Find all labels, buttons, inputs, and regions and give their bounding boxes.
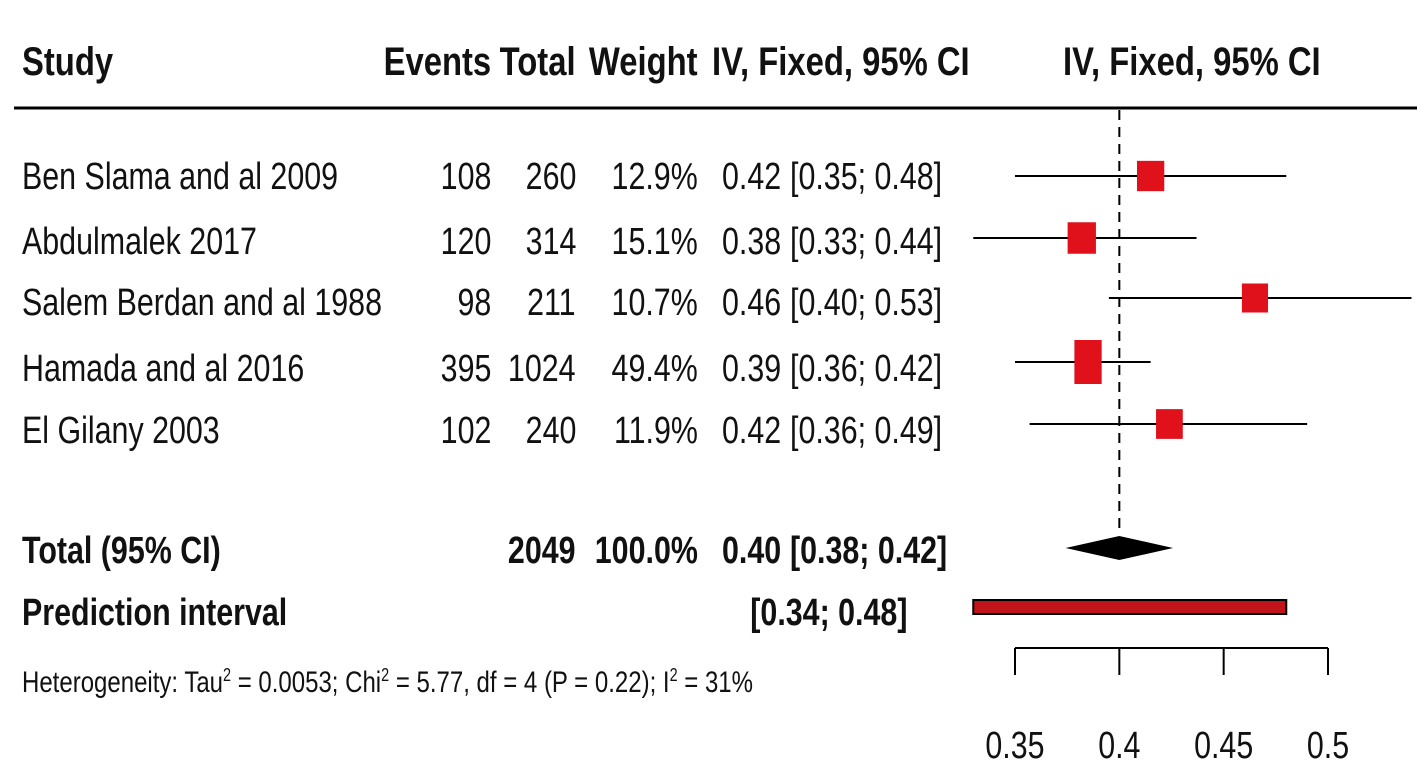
effect-box	[1074, 340, 1102, 384]
prediction-bar	[972, 599, 1288, 615]
study-events: 102	[440, 410, 491, 452]
header-study: Study	[22, 40, 114, 84]
summary-total: 2049	[508, 530, 576, 572]
summary-label: Total (95% CI)	[22, 530, 221, 572]
header-events: Events	[383, 40, 491, 84]
study-name: El Gilany 2003	[22, 410, 220, 452]
het-sup-tau: 2	[223, 665, 232, 685]
study-events: 108	[440, 156, 491, 198]
summary-ci: [0.38; 0.42]	[790, 530, 948, 572]
heterogeneity-text: Heterogeneity: Tau2 = 0.0053; Chi2 = 5.7…	[22, 666, 753, 698]
study-name: Salem Berdan and al 1988	[22, 282, 382, 324]
summary-diamond	[1065, 536, 1174, 560]
study-est: 0.39	[722, 348, 782, 390]
x-tick-label: 0.35	[985, 725, 1044, 767]
study-ci: [0.36; 0.42]	[790, 348, 943, 390]
effect-box	[1241, 283, 1269, 313]
study-ci: [0.36; 0.49]	[790, 410, 943, 452]
study-est: 0.38	[722, 221, 782, 263]
study-total: 314	[525, 221, 576, 263]
study-name: Abdulmalek 2017	[22, 221, 257, 263]
effect-box	[1067, 222, 1096, 254]
study-total: 1024	[508, 348, 576, 390]
summary-weight: 100.0%	[594, 530, 698, 572]
study-weight: 11.9%	[614, 410, 698, 452]
header-plot: IV, Fixed, 95% CI	[1063, 40, 1321, 84]
header-effect: IV, Fixed, 95% CI	[712, 40, 970, 84]
study-weight: 12.9%	[611, 156, 698, 198]
prediction-label: Prediction interval	[22, 592, 288, 634]
study-weight: 15.1%	[611, 221, 698, 263]
header-total: Total	[500, 40, 576, 84]
summary-est: 0.40	[722, 530, 782, 572]
het-prefix: Heterogeneity: Tau	[22, 666, 224, 699]
prediction-ci: [0.34; 0.48]	[749, 592, 907, 634]
x-tick-label: 0.45	[1194, 725, 1253, 767]
het-i2: = 31%	[677, 666, 753, 699]
study-est: 0.42	[722, 410, 782, 452]
study-total: 260	[525, 156, 576, 198]
het-sup-i: 2	[669, 665, 678, 685]
study-est: 0.46	[722, 282, 782, 324]
x-tick-label: 0.4	[1098, 725, 1140, 767]
study-name: Hamada and al 2016	[22, 348, 305, 390]
study-total: 211	[527, 282, 576, 324]
study-name: Ben Slama and al 2009	[22, 156, 339, 198]
effect-box	[1136, 160, 1165, 192]
het-chi: = 5.77, df = 4 (P = 0.22); I	[389, 666, 670, 699]
study-events: 98	[457, 282, 491, 324]
study-events: 395	[440, 348, 491, 390]
study-ci: [0.33; 0.44]	[790, 221, 943, 263]
study-ci: [0.40; 0.53]	[790, 282, 943, 324]
het-tau: = 0.0053; Chi	[231, 666, 382, 699]
study-events: 120	[440, 221, 491, 263]
study-weight: 10.7%	[611, 282, 698, 324]
study-total: 240	[525, 410, 576, 452]
x-tick-label: 0.5	[1307, 725, 1349, 767]
effect-box	[1156, 409, 1183, 439]
header-weight: Weight	[589, 40, 698, 84]
het-sup-chi: 2	[381, 665, 390, 685]
study-est: 0.42	[722, 156, 782, 198]
study-ci: [0.35; 0.48]	[790, 156, 943, 198]
study-weight: 49.4%	[611, 348, 698, 390]
